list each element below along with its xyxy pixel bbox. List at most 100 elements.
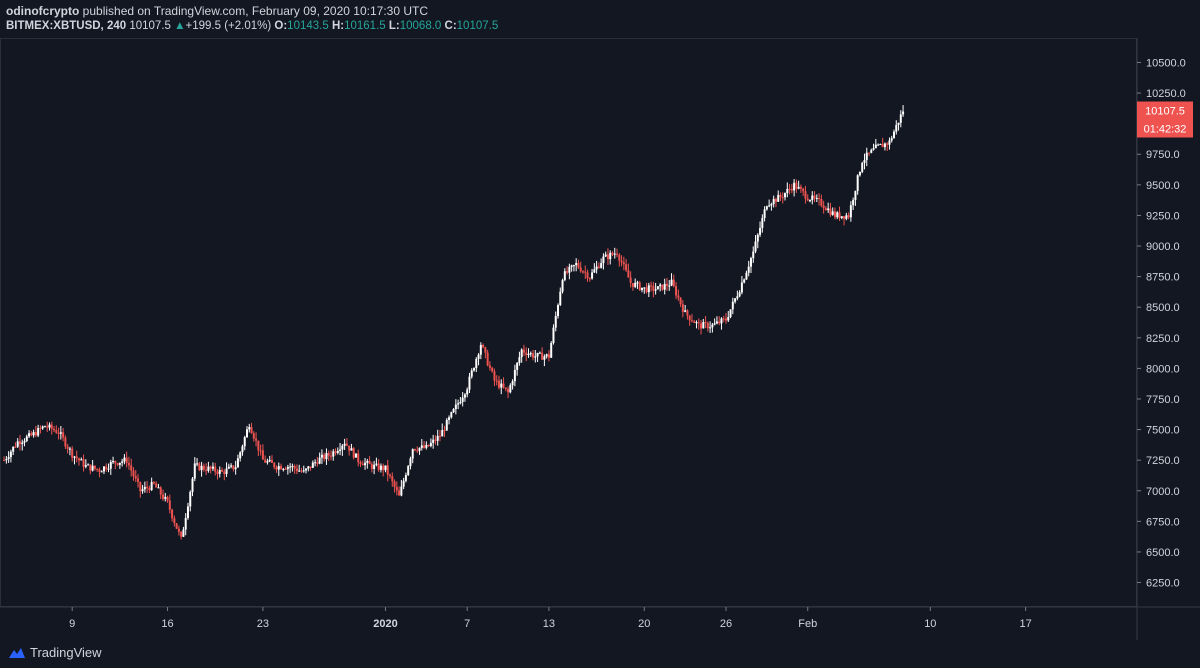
time-axis[interactable]: 9 16 23 2020 7 13 20 26 Feb 10 17 [69,607,1032,630]
author-name[interactable]: odinofcrypto [6,4,80,18]
candle-body [500,383,503,388]
candle-body [268,459,271,462]
candle-body [843,216,846,219]
candle-body [836,212,839,218]
candle-body [881,144,884,148]
candle-body [264,459,267,463]
candle-body [659,284,662,287]
candle-body [257,440,260,451]
candle-body [364,462,367,466]
candle-body [470,370,473,377]
candle-body [784,193,787,198]
price-tick-label: 8500.0 [1146,302,1180,314]
candle-body [618,254,621,261]
tradingview-logo[interactable]: TradingView [8,645,102,660]
candle-body [872,148,875,150]
candle-body [184,517,187,530]
candle-body [813,195,816,199]
candle-body [450,412,453,418]
candle-body [425,444,428,448]
candle-body [23,441,26,443]
candle-body [407,466,410,475]
candle-body [205,469,208,471]
candle-body [861,162,864,172]
candle-body [350,448,353,451]
candle-body [702,322,705,329]
candle-body [12,446,15,452]
candle-body [606,254,609,260]
candle-body [543,356,546,360]
candle-body [488,365,491,368]
candle-body [638,282,641,290]
candle-body [216,471,219,474]
candle-body [897,122,900,126]
candle-body [3,460,6,462]
candle-body [747,266,750,273]
candle-body [749,258,752,267]
candle-body [563,271,566,281]
candle-body [625,264,628,271]
price-tick-label: 9500.0 [1146,180,1180,192]
candle-body [182,529,185,537]
candle-body [261,450,264,460]
candle-body [502,383,505,388]
candle-body [622,262,625,265]
candle-body [511,381,514,386]
candle-body [25,436,28,442]
candle-body [189,491,192,507]
candle-body [493,371,496,381]
candle-body [877,144,880,146]
candle-body [32,432,35,436]
candle-body [377,463,380,470]
candle-body [740,282,743,293]
last-price-box [1137,101,1193,120]
high-value: 10161.5 [344,20,386,32]
candle-body [96,468,99,470]
candle-body [245,429,248,438]
candle-body [64,437,67,447]
candle-body [232,465,235,470]
candle-body [55,430,58,433]
candle-body [259,450,262,452]
candle-body [886,143,889,145]
price-tick-label: 6500.0 [1146,547,1180,559]
candle-body [634,282,637,287]
candle-body [743,279,746,283]
time-tick-label: 9 [69,618,75,630]
candle-body [327,453,330,456]
candle-body [341,445,344,450]
candle-body [668,285,671,287]
candle-body [164,496,167,499]
candle-body [214,466,217,472]
candle-body [236,458,239,468]
price-chart[interactable]: 6250.0 6500.0 6750.0 7000.0 7250.0 7500.0 7750… [0,38,1200,640]
candle-body [286,466,289,470]
candle-body [706,322,709,329]
candle-body [815,198,818,200]
candle-body [186,506,189,518]
price-tick-label: 8750.0 [1146,272,1180,284]
candle-body [441,430,444,437]
candle-body [343,443,346,446]
candle-body [139,482,142,492]
candle-body [700,323,703,329]
footer: TradingView [0,640,1200,668]
candle-body [636,282,639,284]
candle-body [822,205,825,209]
candle-body [547,354,550,358]
candle-body [593,269,596,273]
candle-body [432,439,435,443]
candle-body [790,189,793,191]
candle-body [316,462,319,464]
price-tick-label: 9250.0 [1146,210,1180,222]
candle-body [518,357,521,363]
last-price-tag: 10107.5 01:42:32 [1137,101,1193,138]
candle-body [175,523,178,529]
candle-body [484,347,487,353]
candle-body [690,320,693,322]
candle-body [211,466,214,469]
candle-body [584,271,587,273]
countdown-label: 01:42:32 [1144,124,1187,136]
candle-body [400,486,403,496]
symbol-label[interactable]: BITMEX:XBTUSD, 240 [6,20,127,32]
